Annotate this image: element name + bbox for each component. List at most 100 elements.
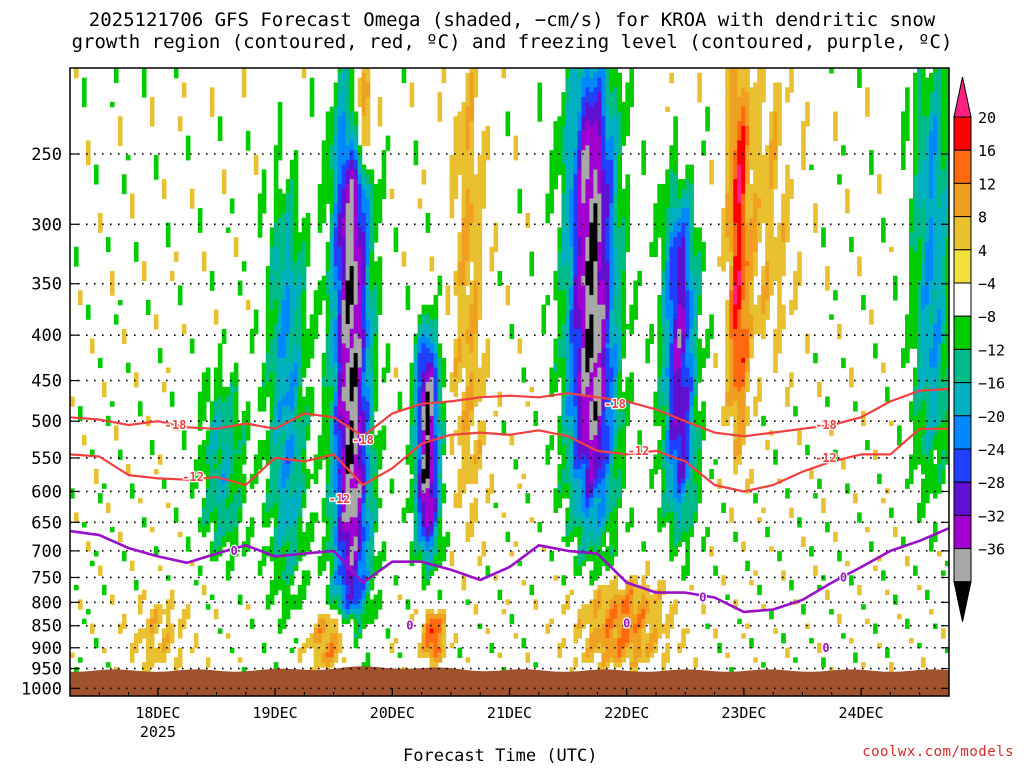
omega-cell [413,609,419,615]
omega-cell [557,338,563,344]
omega-cell [237,488,243,494]
omega-cell [341,594,347,600]
omega-cell [293,391,299,398]
omega-cell [305,435,311,441]
omega-cell [185,609,191,615]
omega-cell [473,444,479,451]
omega-cell [353,309,359,315]
omega-cell [225,459,231,465]
omega-cell [237,517,243,523]
omega-cell [269,415,275,422]
omega-cell [173,667,179,673]
omega-cell [205,444,211,451]
omega-cell [269,546,275,552]
omega-cell [501,609,507,615]
omega-cell [225,507,231,514]
omega-cell [529,266,535,272]
omega-cell [457,328,463,335]
omega-cell [401,261,407,267]
omega-cell [257,212,263,219]
omega-cell [429,512,435,518]
omega-cell [205,662,211,668]
omega-cell [477,454,483,460]
omega-cell [281,198,287,204]
omega-cell [465,410,471,417]
omega-cell [361,232,367,238]
omega-cell [281,618,287,625]
omega-cell [405,299,411,306]
omega-cell [561,217,567,224]
omega-cell [325,290,331,296]
omega-cell [433,319,439,325]
omega-cell [165,575,171,581]
omega-cell [361,212,367,219]
omega-cell [341,357,347,364]
omega-cell [85,145,91,151]
omega-cell [233,449,239,456]
omega-cell [417,328,423,335]
omega-cell [345,483,351,489]
omega-cell [317,217,323,224]
omega-cell [289,174,295,180]
omega-cell [557,333,563,340]
omega-cell [369,493,375,499]
omega-cell [157,618,163,625]
omega-cell [70,652,75,658]
omega-cell [429,628,435,634]
omega-cell [341,106,347,113]
omega-cell [253,314,259,320]
omega-cell [325,444,331,451]
omega-cell [333,82,339,88]
omega-cell [365,536,371,543]
omega-cell [281,449,287,456]
omega-cell [285,497,291,504]
omega-cell [269,348,275,354]
omega-cell [353,357,359,364]
omega-cell [429,444,435,451]
omega-cell [329,314,335,320]
omega-cell [121,338,127,344]
omega-cell [289,377,295,383]
omega-cell [293,275,299,282]
omega-cell [413,362,419,369]
omega-cell [361,130,367,137]
omega-cell [333,140,339,146]
omega-cell [361,473,367,480]
omega-cell [441,410,447,417]
omega-cell [245,135,251,142]
omega-cell [209,92,215,98]
omega-cell [417,386,423,393]
omega-cell [437,101,443,108]
omega-cell [281,372,287,378]
omega-cell [277,517,283,523]
omega-cell [373,377,379,383]
omega-cell [281,415,287,422]
omega-cell [229,425,235,431]
omega-cell [269,468,275,475]
omega-cell [365,517,371,523]
omega-cell [341,208,347,214]
omega-cell [361,420,367,427]
omega-cell [281,386,287,393]
omega-cell [421,531,427,538]
omega-cell [517,338,523,344]
omega-cell [341,473,347,480]
omega-cell [341,444,347,451]
omega-cell [273,227,279,233]
omega-cell [465,275,471,282]
omega-cell [281,493,287,499]
omega-cell [457,357,463,364]
omega-cell [221,468,227,475]
omega-cell [325,493,331,499]
omega-cell [329,188,335,195]
omega-cell [425,551,431,557]
omega-cell [453,343,459,349]
omega-cell [413,507,419,514]
omega-cell [277,391,283,398]
omega-cell [529,386,535,393]
omega-cell [409,96,415,103]
omega-cell [297,483,303,489]
omega-cell [265,319,271,325]
omega-cell [469,183,475,190]
omega-cell [261,174,267,180]
